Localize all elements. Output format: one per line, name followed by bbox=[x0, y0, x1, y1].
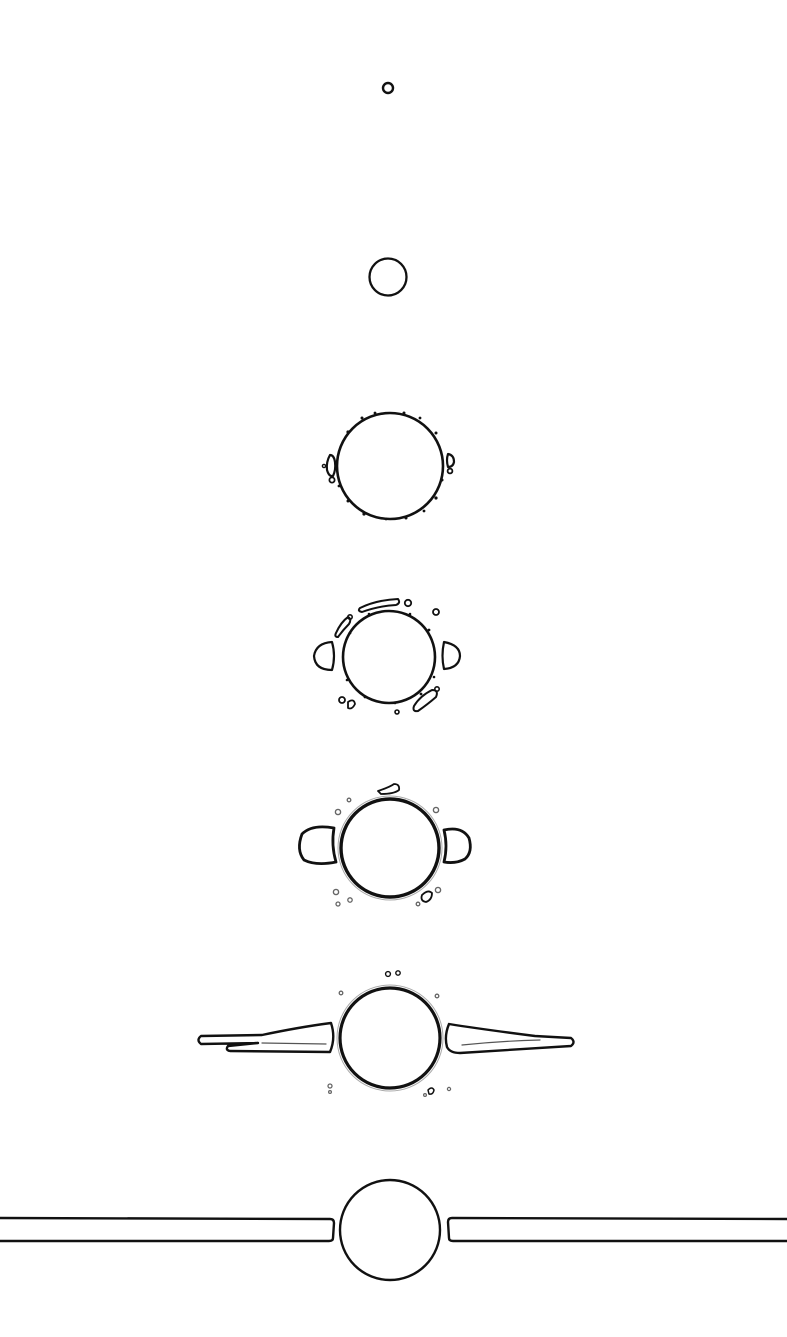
stage-3-right-blob bbox=[445, 452, 456, 469]
stage-6-left-jet bbox=[197, 1021, 335, 1054]
stage-4-main-circle bbox=[341, 609, 437, 705]
stage-4 bbox=[312, 598, 462, 715]
stage-6-droplet-e bbox=[327, 1083, 333, 1089]
stage-4-upper-left-fragment bbox=[334, 616, 352, 638]
stage-6-right-jet-inner bbox=[461, 1039, 541, 1046]
stage-3 bbox=[321, 411, 456, 521]
stage-5-main-circle-halo bbox=[337, 795, 443, 901]
stage-5-droplet-h bbox=[434, 886, 442, 894]
stage-4-fragment-g bbox=[394, 709, 400, 715]
stage-6-droplet-a bbox=[384, 970, 392, 978]
stage-4-fragment-c bbox=[346, 613, 353, 620]
stage-3-main-circle bbox=[335, 411, 445, 521]
stage-1 bbox=[381, 81, 395, 95]
stage-4-left-lobe bbox=[312, 640, 336, 672]
stage-4-edge-bumps bbox=[345, 612, 436, 705]
stage-7-left-sheet bbox=[0, 1216, 336, 1243]
stage-4-lower-right-fragment bbox=[412, 689, 438, 713]
stage-6-main-circle bbox=[338, 986, 442, 1090]
stage-6-droplet-d bbox=[434, 993, 440, 999]
stage-7-main-circle bbox=[338, 1178, 442, 1282]
stage-2 bbox=[368, 257, 408, 297]
stage-5-droplet-f bbox=[347, 897, 353, 903]
stage-6-right-jet bbox=[444, 1022, 575, 1055]
stage-6-droplet-b bbox=[395, 970, 401, 976]
stage-6-droplet-h bbox=[446, 1086, 452, 1092]
stage-6-droplet-f bbox=[328, 1089, 333, 1094]
stage-4-fragment-d bbox=[433, 685, 440, 692]
stage-6-main-circle-halo bbox=[336, 984, 444, 1092]
stage-6-droplet-i bbox=[423, 1092, 428, 1097]
stage-3-edge-bumps bbox=[337, 411, 444, 521]
stage-5-left-lobe bbox=[298, 825, 338, 865]
stage-6-left-jet-inner bbox=[261, 1042, 327, 1045]
stage-3-left-blob bbox=[325, 453, 337, 478]
stage-5 bbox=[298, 783, 472, 907]
stage-5-droplet-c bbox=[432, 806, 440, 814]
stage-5-droplet-d bbox=[332, 888, 340, 896]
stage-5-droplet-i bbox=[415, 901, 421, 907]
stage-4-fragment-a bbox=[403, 598, 413, 608]
stage-5-main-circle bbox=[339, 797, 441, 899]
stage-5-droplet-b bbox=[334, 808, 342, 816]
stage-4-fragment-e bbox=[338, 696, 346, 704]
stage-4-right-lobe bbox=[441, 640, 462, 671]
stage-7-right-sheet bbox=[446, 1216, 787, 1243]
stage-3-left-dot bbox=[328, 476, 336, 484]
stage-6 bbox=[197, 970, 575, 1097]
stage-7 bbox=[0, 1178, 787, 1282]
stage-3-left-dot-2 bbox=[321, 463, 327, 469]
stage-4-fragment-f bbox=[347, 699, 356, 710]
stage-5-droplet-g bbox=[420, 890, 433, 903]
stage-6-droplet-g bbox=[427, 1087, 435, 1095]
stage-4-fragment-b bbox=[432, 608, 440, 616]
stage-5-right-lobe bbox=[442, 827, 472, 864]
stage-6-droplet-c bbox=[338, 990, 344, 996]
stage-5-top-droplet bbox=[377, 783, 401, 795]
stage-5-droplet-e bbox=[335, 901, 341, 907]
stage-2-small-circle bbox=[368, 257, 408, 297]
stage-3-right-dot bbox=[446, 467, 454, 475]
stage-1-tiny-circle bbox=[381, 81, 395, 95]
stage-5-droplet-a bbox=[346, 797, 352, 803]
stage-4-top-arc-fragment bbox=[357, 598, 401, 613]
